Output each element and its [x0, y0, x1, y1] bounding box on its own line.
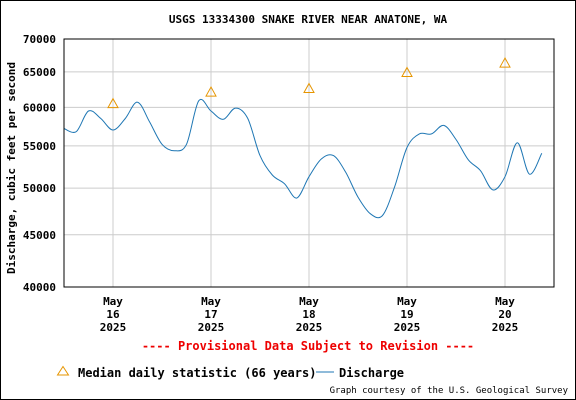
- discharge-line: [63, 98, 543, 219]
- gridlines: [64, 38, 554, 288]
- credit-text: Graph courtesy of the U.S. Geological Su…: [330, 386, 569, 396]
- plot-border: [63, 38, 555, 288]
- y-tick-label: 55000: [23, 140, 56, 153]
- y-tick-label: 40000: [23, 281, 56, 294]
- median-triangle: [107, 97, 119, 109]
- x-tick-label: May 17 2025: [198, 295, 225, 334]
- x-tick-label: May 19 2025: [394, 295, 421, 334]
- x-tick-label: May 18 2025: [296, 295, 323, 334]
- x-tick-labels: May 16 2025 May 17 2025 May 18 2025 May 19 2025 May 2…: [100, 295, 519, 334]
- provisional-notice: ---- Provisional Data Subject to Revisio…: [142, 339, 474, 353]
- y-tick-label: 60000: [23, 101, 56, 114]
- legend: Median daily statistic (66 years) Discha…: [56, 365, 404, 380]
- y-tick-label: 45000: [23, 229, 56, 242]
- median-series: [107, 57, 511, 109]
- x-tick-label: May 16 2025: [100, 295, 127, 334]
- y-tick-label: 65000: [23, 66, 56, 79]
- y-tick-label: 50000: [23, 182, 56, 195]
- legend-median-marker: [56, 365, 70, 376]
- median-triangle: [303, 82, 315, 94]
- median-triangle: [499, 57, 511, 68]
- y-tick-labels: 40000 45000 50000 55000 60000 65000 70000: [23, 33, 56, 294]
- legend-discharge-label: Discharge: [339, 366, 404, 380]
- x-tick-label: May 20 2025: [492, 295, 519, 334]
- median-triangle: [205, 86, 217, 97]
- y-tick-label: 70000: [23, 33, 56, 46]
- median-triangle: [401, 66, 413, 78]
- y-axis-label: Discharge, cubic feet per second: [5, 62, 18, 274]
- legend-median-label: Median daily statistic (66 years): [78, 366, 316, 380]
- chart-title: USGS 13334300 SNAKE RIVER NEAR ANATONE, …: [169, 13, 448, 26]
- discharge-series: [63, 98, 543, 219]
